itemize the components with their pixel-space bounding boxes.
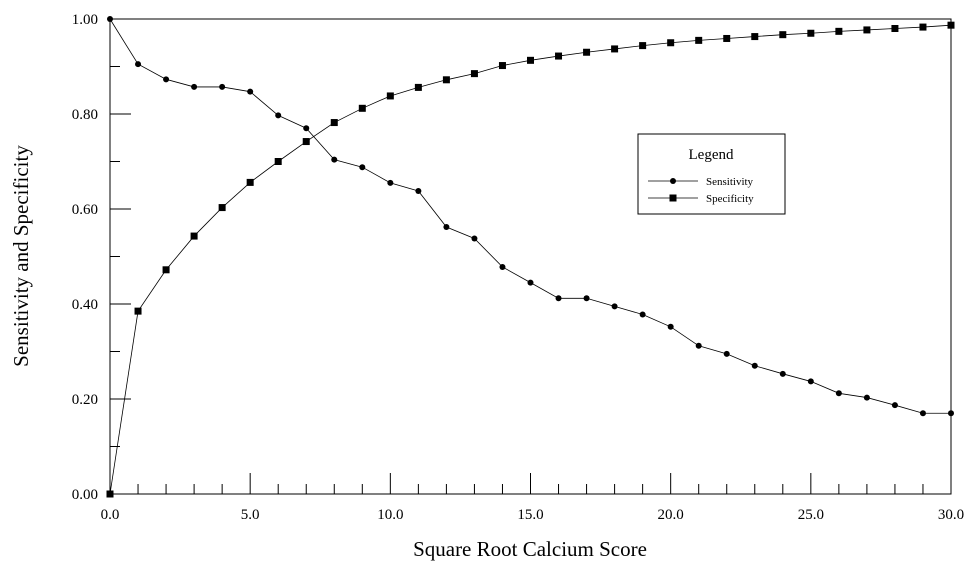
specificity-point <box>667 39 675 47</box>
sensitivity-point <box>191 83 198 90</box>
sensitivity-point <box>583 295 590 302</box>
x-tick-label: 0.0 <box>101 507 120 523</box>
sensitivity-point <box>863 394 870 401</box>
sensitivity-point <box>723 350 730 357</box>
sensitivity-point <box>247 88 254 95</box>
legend-title: Legend <box>689 147 734 163</box>
legend-label-specificity: Specificity <box>706 193 754 205</box>
specificity-point <box>639 42 647 50</box>
specificity-point <box>134 307 142 315</box>
series-line-sensitivity <box>109 18 951 414</box>
sensitivity-point <box>107 16 113 22</box>
specificity-point <box>190 232 198 240</box>
specificity-point <box>274 158 282 165</box>
sensitivity-point <box>779 370 786 377</box>
sensitivity-point <box>751 362 758 369</box>
x-axis-ticks: 0.0 5.0 10.0 15.0 20.0 25.0 30.0 <box>101 473 964 523</box>
sensitivity-point <box>919 410 926 417</box>
x-tick-label: 30.0 <box>938 507 964 523</box>
sensitivity-point <box>527 279 534 286</box>
sensitivity-point <box>835 390 842 397</box>
series-line-specificity <box>109 24 952 495</box>
specificity-point <box>386 92 394 100</box>
sensitivity-point <box>948 410 954 417</box>
y-tick-label: 0.80 <box>72 107 98 123</box>
y-tick-label: 0.20 <box>72 392 98 408</box>
specificity-point <box>919 23 927 31</box>
specificity-point <box>527 56 534 64</box>
sensitivity-point <box>471 235 478 242</box>
specificity-point <box>891 25 899 32</box>
sensitivity-point <box>891 402 898 409</box>
x-tick-label: 10.0 <box>377 507 403 523</box>
x-tick-label: 5.0 <box>241 507 260 523</box>
y-tick-label: 0.00 <box>72 487 98 503</box>
plot-frame <box>109 18 952 495</box>
sensitivity-point <box>695 342 702 349</box>
specificity-point <box>246 178 254 186</box>
specificity-point <box>330 119 338 127</box>
sensitivity-point <box>163 76 170 83</box>
specificity-point <box>442 76 450 84</box>
legend-marker-sensitivity <box>670 178 676 184</box>
specificity-point <box>218 204 226 212</box>
y-tick-label: 0.40 <box>72 297 98 313</box>
x-axis-title: Square Root Calcium Score <box>413 537 647 561</box>
specificity-point <box>723 34 731 42</box>
y-tick-label: 1.00 <box>72 12 98 28</box>
specificity-point <box>695 36 703 44</box>
sensitivity-point <box>443 224 450 231</box>
specificity-point <box>863 26 871 34</box>
y-tick-label: 0.60 <box>72 202 98 218</box>
specificity-point <box>555 52 563 60</box>
sensitivity-point <box>359 164 366 171</box>
x-tick-label: 15.0 <box>517 507 543 523</box>
legend-box <box>637 133 786 215</box>
legend-label-sensitivity: Sensitivity <box>706 176 754 188</box>
specificity-point <box>414 83 422 91</box>
specificity-point <box>611 45 619 53</box>
sensitivity-point <box>555 295 562 302</box>
legend-marker-specificity <box>669 194 677 202</box>
sensitivity-point <box>807 378 814 385</box>
specificity-point <box>751 33 759 41</box>
x-tick-label: 20.0 <box>658 507 684 523</box>
specificity-point <box>470 70 478 78</box>
sensitivity-point <box>275 112 282 119</box>
sensitivity-point <box>639 311 646 318</box>
sensitivity-point <box>499 263 506 270</box>
x-tick-label: 25.0 <box>798 507 824 523</box>
specificity-point <box>807 29 815 37</box>
legend: Legend Sensitivity Specificity <box>637 133 786 215</box>
specificity-point <box>835 27 843 35</box>
y-axis-ticks: 0.00 0.20 0.40 0.60 0.80 1.00 <box>72 12 131 503</box>
sensitivity-point <box>219 83 226 90</box>
specificity-point <box>779 31 787 39</box>
sensitivity-point <box>611 303 618 310</box>
specificity-point <box>947 21 955 29</box>
sensitivity-point <box>135 61 142 68</box>
sensitivity-point <box>331 156 338 163</box>
sensitivity-point <box>387 179 394 186</box>
sensitivity-point <box>667 323 674 330</box>
sensitivity-point <box>303 125 310 132</box>
specificity-point <box>106 490 114 498</box>
y-axis-title: Sensitivity and Specificity <box>9 145 33 367</box>
specificity-point <box>358 104 366 112</box>
specificity-point <box>162 266 170 274</box>
specificity-point <box>498 62 506 70</box>
sensitivity-point <box>415 187 422 194</box>
specificity-point <box>583 48 591 56</box>
series-layer <box>106 16 955 498</box>
specificity-point <box>302 138 310 146</box>
